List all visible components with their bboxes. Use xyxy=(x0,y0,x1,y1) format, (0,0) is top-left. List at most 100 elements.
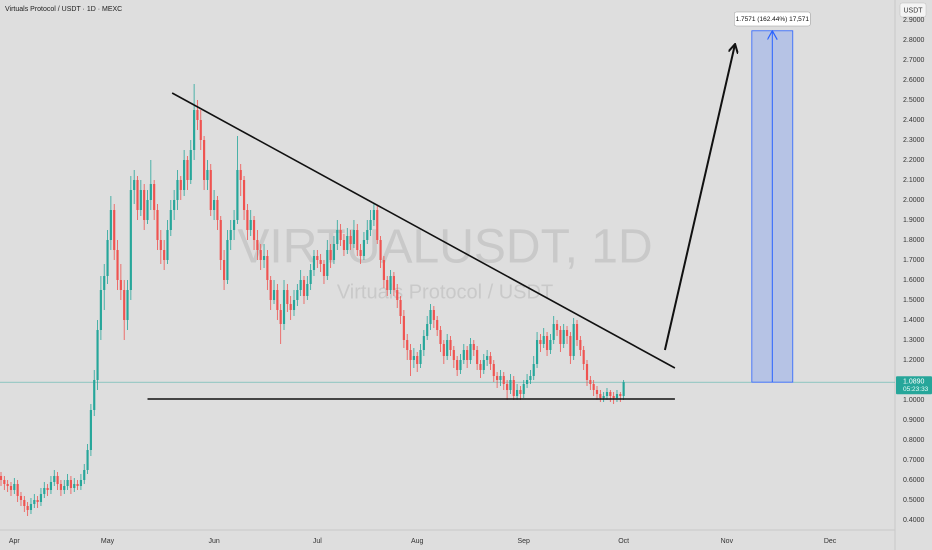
y-tick-label: 0.5000 xyxy=(903,497,925,504)
y-tick-label: 2.1000 xyxy=(903,177,925,184)
candle-body xyxy=(23,500,26,506)
candle-body xyxy=(579,340,582,350)
currency-box[interactable] xyxy=(899,2,927,18)
candle-body xyxy=(349,236,352,244)
candle-body xyxy=(412,356,415,360)
projection-arrow xyxy=(663,45,735,351)
candle-body xyxy=(359,250,362,256)
candle-body xyxy=(476,350,479,364)
candle-body xyxy=(299,280,302,290)
candle-body xyxy=(63,486,66,490)
candle-body xyxy=(492,364,495,376)
candle-body xyxy=(86,450,89,470)
candle-body xyxy=(129,190,132,290)
candle-body xyxy=(206,170,209,180)
candle-body xyxy=(569,336,572,356)
candle-body xyxy=(183,160,186,190)
candle-body xyxy=(469,344,472,360)
candle-body xyxy=(213,200,216,210)
candle-body xyxy=(572,324,575,356)
x-tick-label: Jun xyxy=(208,538,219,545)
x-tick-label: Apr xyxy=(9,538,21,545)
candle-body xyxy=(262,256,266,260)
candle-body xyxy=(136,180,139,210)
candle-body xyxy=(193,110,196,150)
candle-body xyxy=(565,330,569,336)
candle-body xyxy=(389,276,392,290)
candle-body xyxy=(89,410,92,450)
candle-body xyxy=(209,170,212,210)
candle-body xyxy=(236,170,239,220)
candle-body xyxy=(472,344,475,350)
y-tick-label: 1.3000 xyxy=(903,337,925,344)
candle-body xyxy=(595,390,599,394)
candle-body xyxy=(452,350,455,360)
candle-body xyxy=(549,340,552,350)
countdown: 05:23:33 xyxy=(903,386,929,393)
candle-body xyxy=(312,256,316,270)
y-tick-label: 0.6000 xyxy=(903,477,925,484)
candle-body xyxy=(76,484,79,486)
candle-body xyxy=(216,200,219,220)
candle-body xyxy=(116,250,119,280)
y-tick-label: 1.8000 xyxy=(903,237,925,244)
candle-body xyxy=(0,476,3,480)
y-tick-label: 1.9000 xyxy=(903,217,925,224)
last-price-box xyxy=(896,376,932,395)
y-tick-label: 2.8000 xyxy=(903,37,925,44)
candle-body xyxy=(276,290,279,310)
candle-body xyxy=(439,330,442,344)
candle-body xyxy=(59,484,63,490)
watermark-name: Virtuals Protocol / USDT xyxy=(337,281,553,303)
candle-body xyxy=(462,350,465,360)
candle-body xyxy=(409,350,412,360)
candle-body xyxy=(562,330,565,344)
candle-body xyxy=(499,376,502,380)
candle-body xyxy=(43,488,46,494)
y-tick-label: 2.2000 xyxy=(903,157,925,164)
y-tick-label: 0.4000 xyxy=(903,517,925,524)
candle-body xyxy=(466,350,469,360)
candle-body xyxy=(605,392,609,396)
candle-body xyxy=(109,210,112,240)
candle-body xyxy=(442,344,445,356)
candle-body xyxy=(356,230,359,250)
candle-body xyxy=(402,316,405,340)
candle-body xyxy=(516,390,519,396)
candle-body xyxy=(362,240,366,256)
candle-body xyxy=(26,506,29,510)
candle-body xyxy=(163,250,166,260)
candle-body xyxy=(489,356,492,364)
y-tick-label: 1.2000 xyxy=(903,357,925,364)
candle-body xyxy=(239,170,242,180)
watermark-symbol: VIRTUALUSDT, 1D xyxy=(237,221,652,274)
x-tick-label: Aug xyxy=(411,538,424,545)
candle-body xyxy=(229,230,232,240)
candle-body xyxy=(585,364,589,380)
y-tick-label: 1.0000 xyxy=(903,397,925,404)
candle-body xyxy=(126,290,129,320)
candle-body xyxy=(539,340,542,344)
candle-body xyxy=(555,324,559,330)
currency-label: USDT xyxy=(903,7,923,14)
candle-body xyxy=(83,470,86,480)
candle-body xyxy=(502,376,505,384)
candle-body xyxy=(29,504,33,510)
candle-body xyxy=(615,394,619,398)
candle-body xyxy=(506,384,509,390)
candle-body xyxy=(346,236,349,250)
candle-body xyxy=(529,376,532,380)
candle-body xyxy=(226,240,229,280)
target-label-box xyxy=(734,11,811,27)
candle-body xyxy=(559,330,562,344)
candle-body xyxy=(179,180,182,190)
y-tick-label: 2.7000 xyxy=(903,57,925,64)
y-tick-label: 0.7000 xyxy=(903,457,925,464)
candle-body xyxy=(13,484,16,490)
candle-body xyxy=(16,484,19,496)
y-tick-label: 2.5000 xyxy=(903,97,925,104)
candle-body xyxy=(522,384,525,394)
candle-body xyxy=(56,476,59,484)
candle-body xyxy=(6,484,9,486)
